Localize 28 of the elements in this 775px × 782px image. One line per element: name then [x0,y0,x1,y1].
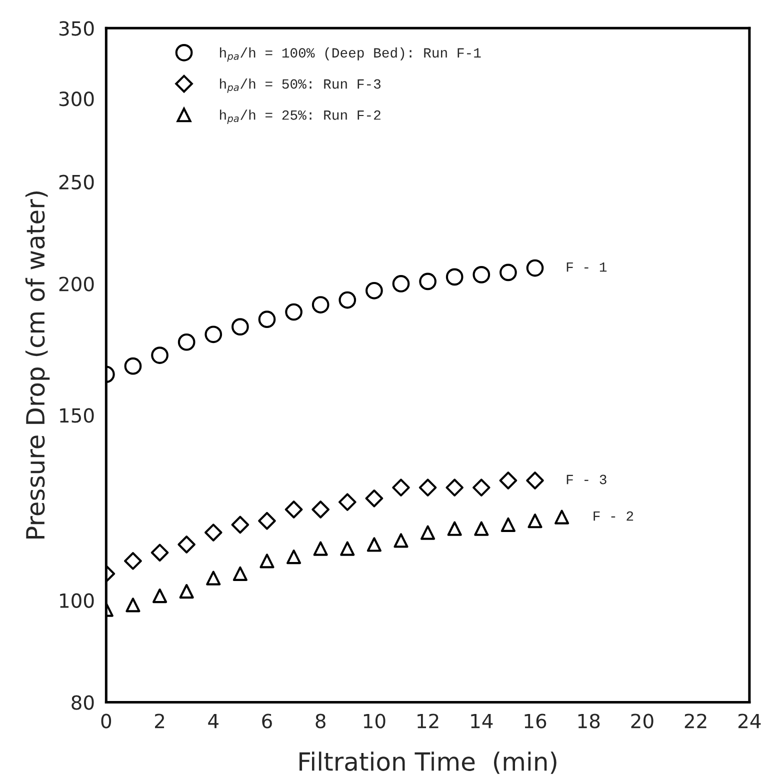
annotation: F - 2 [594,511,634,521]
x-tick-label: 0 [101,714,112,728]
annotation: F - 1 [566,262,607,272]
x-tick-label: 18 [578,714,600,728]
x-tick-label: 20 [631,714,654,728]
y-tick-label: 350 [59,21,94,36]
x-tick-label: 14 [471,714,493,728]
x-tick-label: 2 [155,714,164,728]
y-tick-label: 100 [60,593,94,608]
x-tick-label: 22 [684,714,706,728]
y-tick-label: 300 [59,92,94,106]
y-axis-title: Pressure Drop (cm of water) [25,192,50,539]
x-tick-label: 8 [316,714,326,728]
legend-label: h$_{pa}$/h = 25%: Run F-2 [220,110,380,124]
y-tick-label: 200 [59,276,94,292]
x-tick-label: 24 [738,714,761,728]
x-axis-title: Filtration Time (min) [300,752,556,774]
annotation: F - 3 [566,474,606,484]
legend-label: h$_{pa}$/h = 100% (Deep Bed): Run F-1 [220,47,481,62]
y-tick-label: 80 [72,695,94,710]
x-tick-label: 12 [418,714,438,728]
x-tick-label: 6 [262,714,272,728]
x-tick-label: 4 [208,714,218,728]
x-tick-label: 10 [364,714,386,728]
x-tick-label: 16 [524,714,546,728]
y-tick-label: 250 [59,174,94,190]
y-tick-label: 150 [60,408,94,423]
legend-label: h$_{pa}$/h = 50%: Run F-3 [220,78,381,93]
